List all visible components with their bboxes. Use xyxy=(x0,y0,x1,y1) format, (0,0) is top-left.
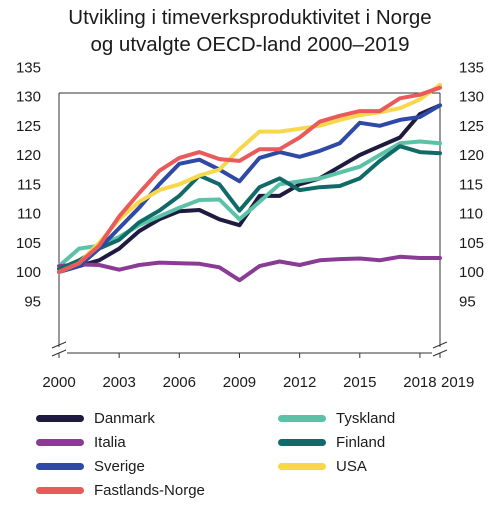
y-tick-label-right: 110 xyxy=(459,206,483,223)
series-line-italia xyxy=(57,254,442,283)
y-tick-label-right: 120 xyxy=(459,147,484,164)
y-tick-label-right: 115 xyxy=(459,176,483,193)
chart-title: Utvikling i timeverksproduktivitet i Nor… xyxy=(0,4,500,58)
axis-break-mark-upper-right xyxy=(432,341,448,349)
x-tick-label: 2003 xyxy=(102,374,135,391)
legend-swatch xyxy=(278,439,326,446)
legend-label: USA xyxy=(336,458,367,475)
y-tick-label-left: 120 xyxy=(16,147,41,164)
y-tick-label-right: 100 xyxy=(459,264,484,281)
series-line-danmark xyxy=(57,103,442,274)
legend-swatch xyxy=(36,487,84,494)
line-chart: 95 95 100 100 105 105 110 110 115 115 120 120 125 125… xyxy=(16,59,484,391)
legend-item: Fastlands-Norge xyxy=(36,482,205,499)
y-tick-label-left: 105 xyxy=(16,235,41,252)
y-tick-label-right: 135 xyxy=(459,59,484,76)
axis-break-gap-right xyxy=(432,347,448,355)
x-tick-label: 2009 xyxy=(223,374,256,391)
x-tick-label: 2006 xyxy=(163,374,196,391)
legend-label: Tyskland xyxy=(336,410,396,427)
y-tick-label-left: 130 xyxy=(16,89,41,106)
y-tick-label-left: 115 xyxy=(17,176,41,193)
y-tick-label-left: 100 xyxy=(16,264,41,281)
x-tick-label: 2000 xyxy=(42,374,75,391)
y-tick-label-left: 110 xyxy=(17,206,41,223)
series-line-finland xyxy=(57,144,442,272)
chart-title-line-1: Utvikling i timeverksproduktivitet i Nor… xyxy=(68,6,432,29)
x-tick-label: 2018 xyxy=(403,374,436,391)
legend-item: Finland xyxy=(278,434,385,451)
legend-swatch xyxy=(278,415,326,422)
x-tick-label: 2012 xyxy=(283,374,316,391)
legend-item: Italia xyxy=(36,434,126,451)
y-tick-label-right: 125 xyxy=(459,118,484,135)
legend-label: Danmark xyxy=(94,410,155,427)
x-tick-label: 2019 xyxy=(441,374,474,391)
y-tick-label-left: 125 xyxy=(16,118,41,135)
y-tick-label-left: 95 xyxy=(24,293,41,310)
chart-title-line-2: og utvalgte OECD-land 2000–2019 xyxy=(90,33,410,56)
legend-item: Sverige xyxy=(36,458,145,475)
y-tick-label-right: 95 xyxy=(459,293,476,310)
series-line-sverige xyxy=(57,103,442,274)
legend-item: USA xyxy=(278,458,367,475)
legend-label: Sverige xyxy=(94,458,145,475)
y-tick-label-right: 105 xyxy=(459,235,484,252)
axis-break-mark-upper-left xyxy=(51,341,67,349)
x-tick-label: 2015 xyxy=(343,374,376,391)
series-line-fastlands-norge xyxy=(57,85,442,274)
legend-swatch xyxy=(36,463,84,470)
y-tick-label-left: 135 xyxy=(16,59,41,76)
legend-label: Fastlands-Norge xyxy=(94,482,205,499)
y-tick-label-right: 130 xyxy=(459,89,484,106)
axis-break-gap-left xyxy=(51,347,67,355)
legend-swatch xyxy=(278,463,326,470)
series-line-usa xyxy=(57,82,442,274)
legend-item: Tyskland xyxy=(278,410,395,427)
legend-swatch xyxy=(36,415,84,422)
legend-swatch xyxy=(36,439,84,446)
legend-label: Italia xyxy=(94,434,126,451)
legend-label: Finland xyxy=(336,434,386,451)
legend-item: Danmark xyxy=(36,410,155,427)
